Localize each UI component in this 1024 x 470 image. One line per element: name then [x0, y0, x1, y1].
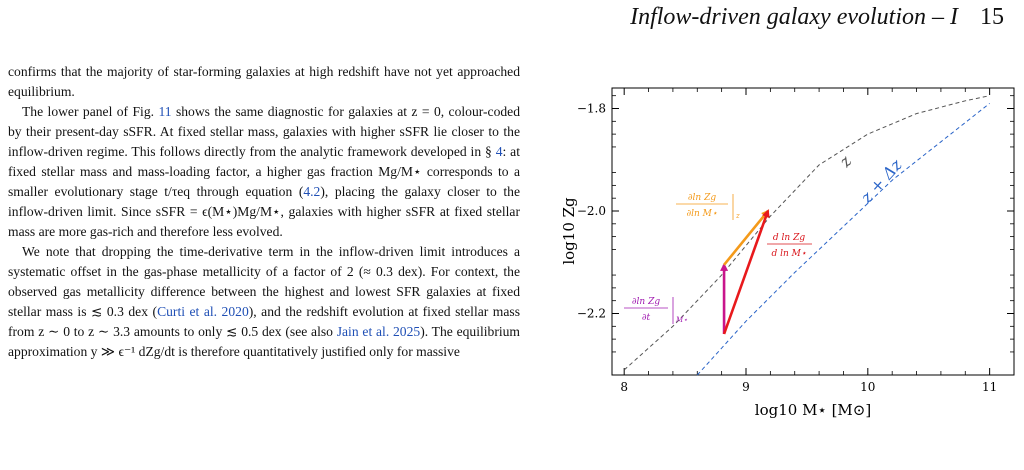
- purple-numerator: ∂ln Zg: [632, 297, 660, 307]
- purple-subscript: M⋆: [675, 316, 688, 324]
- p3-text-b: ), and the redshift evolution at fixed s…: [8, 304, 520, 339]
- figure: 8 9 10 11 −2.2 −2.0 −1.8 log10 M⋆ [M⊙] log10 Z…: [544, 70, 1024, 430]
- x-tick-label: 10: [860, 380, 875, 394]
- journal-header-title: Inflow-driven galaxy evolution – I: [630, 4, 958, 30]
- p2-text-c: : at fixed stellar mass and mass-loading…: [8, 144, 520, 199]
- red-arrow: [722, 209, 770, 335]
- red-denominator: d ln M⋆: [771, 249, 806, 259]
- y-tick-label: −1.8: [577, 102, 606, 116]
- section-link[interactable]: 4: [495, 144, 503, 159]
- x-tick-label: 9: [742, 380, 750, 394]
- equation-link[interactable]: 4.2: [303, 184, 321, 199]
- x-tick-label: 8: [620, 380, 628, 394]
- y-axis-label: log10 Zg: [560, 197, 578, 265]
- p3-text-c: ). The equilibrium approximation y ≫ ϵ⁻¹…: [8, 324, 520, 359]
- plot-frame: [611, 87, 1015, 376]
- metallicity-mass-chart: 8 9 10 11 −2.2 −2.0 −1.8 log10 M⋆ [M⊙] log10 Z…: [560, 87, 1015, 419]
- orange-subscript: z: [735, 212, 740, 220]
- orange-numerator: ∂ln Zg: [688, 193, 716, 203]
- axis-ticks: 8 9 10 11 −2.2 −2.0 −1.8: [577, 88, 1015, 394]
- figure-link[interactable]: 11: [158, 104, 172, 119]
- p2-text-a: The lower panel of Fig.: [22, 104, 159, 119]
- paragraph-3: We note that dropping the time-derivativ…: [8, 242, 520, 362]
- p2-text-b: shows the same diagnostic for galaxies a…: [8, 104, 520, 159]
- y-tick-label: −2.2: [577, 307, 606, 321]
- body-text-column: confirms that the majority of star-formi…: [8, 62, 520, 362]
- arrows: [720, 209, 770, 335]
- running-header: Inflow-driven galaxy evolution – I 15: [630, 4, 1004, 31]
- x-axis-label: log10 M⋆ [M⊙]: [755, 401, 871, 419]
- red-derivative-label: d ln Zg d ln M⋆: [767, 233, 812, 259]
- orange-derivative-label: ∂ln Zg ∂ln M⋆ z: [676, 193, 740, 220]
- purple-derivative-label: ∂ln Zg ∂t M⋆: [624, 297, 688, 324]
- red-numerator: d ln Zg: [773, 233, 805, 243]
- curves: [623, 95, 990, 376]
- orange-denominator: ∂ln M⋆: [686, 209, 717, 219]
- curve-z-plus-dz: [696, 103, 990, 376]
- curve-z-plus-dz-label: z + Δz: [856, 155, 906, 208]
- p2-text-d: ), placing the galaxy closer to the infl…: [8, 184, 521, 239]
- citation-curti[interactable]: Curti et al. 2020: [157, 304, 249, 319]
- citation-jain[interactable]: Jain et al. 2025: [336, 324, 421, 339]
- orange-arrow: [723, 209, 770, 266]
- curve-z-label: z: [835, 152, 856, 172]
- paragraph-1: confirms that the majority of star-formi…: [8, 64, 520, 99]
- x-tick-label: 11: [982, 380, 997, 394]
- y-tick-label: −2.0: [577, 204, 606, 218]
- page-number: 15: [980, 4, 1004, 30]
- p3-text-a: We note that dropping the time-derivativ…: [8, 244, 520, 319]
- curve-z: [623, 95, 990, 371]
- purple-denominator: ∂t: [642, 313, 651, 323]
- paragraph-2: The lower panel of Fig. 11 shows the sam…: [8, 102, 520, 242]
